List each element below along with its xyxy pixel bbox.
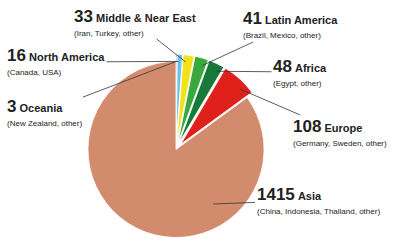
svg-text:41 Latin America(Brazil, Mexic: 41 Latin America(Brazil, Mexico, other) bbox=[243, 9, 338, 40]
svg-text:33 Middle & Near East(Iran, Tu: 33 Middle & Near East(Iran, Turkey, othe… bbox=[74, 7, 196, 38]
svg-text:3 Oceania(New Zealand, other): 3 Oceania(New Zealand, other) bbox=[7, 97, 82, 128]
svg-text:48 Africa(Egypt, other): 48 Africa(Egypt, other) bbox=[273, 57, 327, 88]
svg-text:108 Europe(Germany, Sweden, ot: 108 Europe(Germany, Sweden, other) bbox=[293, 117, 387, 148]
svg-text:16 North America(Canada, USA): 16 North America(Canada, USA) bbox=[7, 46, 105, 77]
svg-text:1415 Asia(China, Indonesia, Th: 1415 Asia(China, Indonesia, Thailand, ot… bbox=[257, 185, 380, 216]
